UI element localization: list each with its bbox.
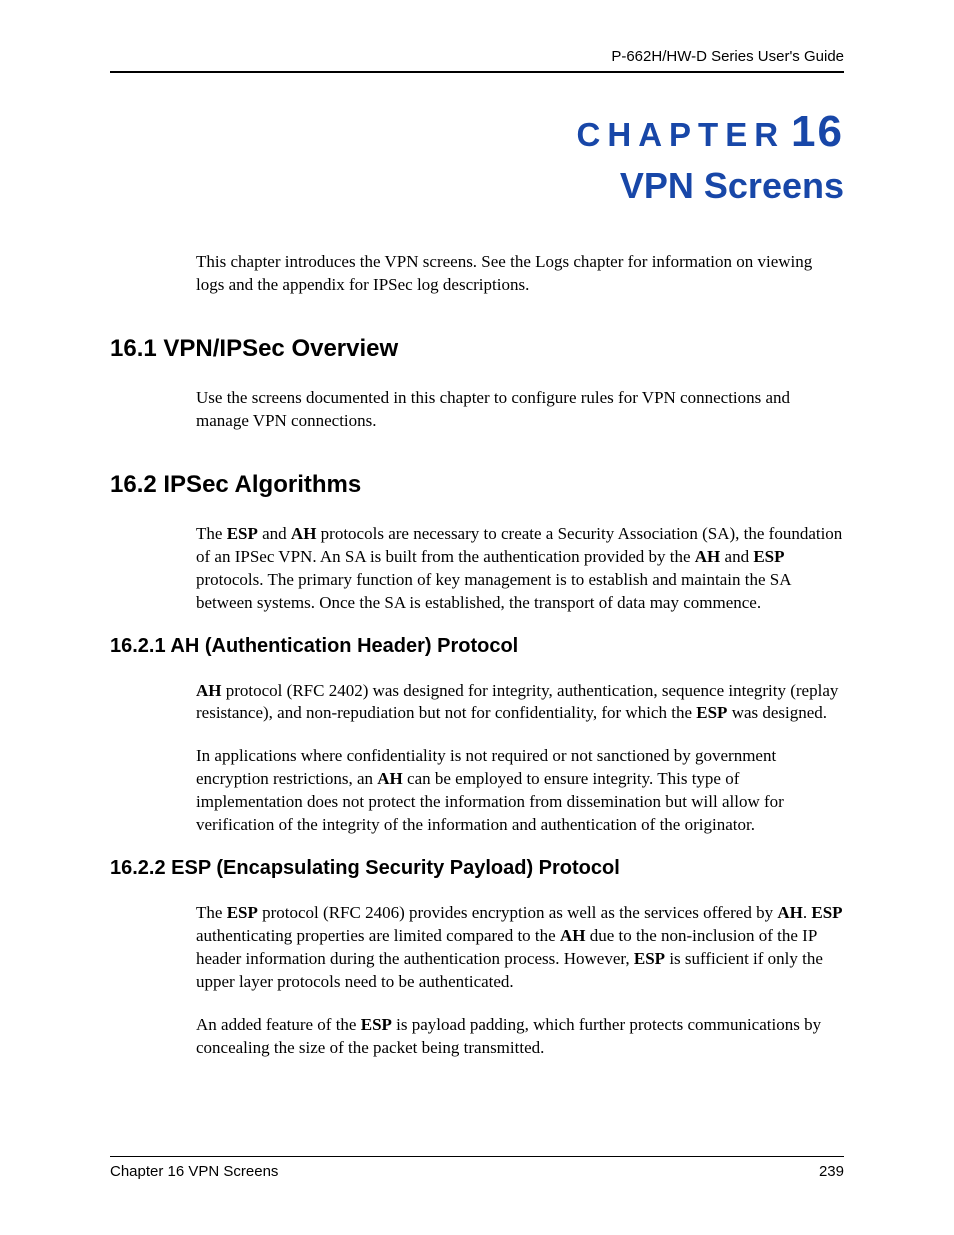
intro-paragraph: This chapter introduces the VPN screens.…	[196, 251, 844, 297]
section-16-2-2-heading: 16.2.2 ESP (Encapsulating Security Paylo…	[110, 857, 844, 880]
document-page: P-662H/HW-D Series User's Guide CHAPTER1…	[0, 0, 954, 1235]
section-16-2-1-p1: AH protocol (RFC 2402) was designed for …	[196, 680, 844, 726]
section-16-2-p1: The ESP and AH protocols are necessary t…	[196, 523, 844, 615]
footer-page-number: 239	[819, 1163, 844, 1180]
footer-row: Chapter 16 VPN Screens 239	[110, 1163, 844, 1180]
section-16-2-1-heading: 16.2.1 AH (Authentication Header) Protoc…	[110, 635, 844, 658]
section-16-2-1-p2: In applications where confidentiality is…	[196, 745, 844, 837]
chapter-label: CHAPTER16	[110, 107, 844, 157]
chapter-word: CHAPTER	[577, 116, 786, 153]
chapter-number: 16	[791, 107, 844, 156]
section-16-2-2-p1: The ESP protocol (RFC 2406) provides enc…	[196, 902, 844, 994]
chapter-subtitle: VPN Screens	[110, 165, 844, 207]
page-footer: Chapter 16 VPN Screens 239	[110, 1156, 844, 1180]
section-16-2-2-p2: An added feature of the ESP is payload p…	[196, 1014, 844, 1060]
section-16-1-p1: Use the screens documented in this chapt…	[196, 387, 844, 433]
footer-left: Chapter 16 VPN Screens	[110, 1163, 278, 1180]
header-rule	[110, 71, 844, 73]
footer-rule	[110, 1156, 844, 1157]
section-16-2-heading: 16.2 IPSec Algorithms	[110, 471, 844, 499]
section-16-1-heading: 16.1 VPN/IPSec Overview	[110, 335, 844, 363]
page-header: P-662H/HW-D Series User's Guide	[110, 48, 844, 65]
